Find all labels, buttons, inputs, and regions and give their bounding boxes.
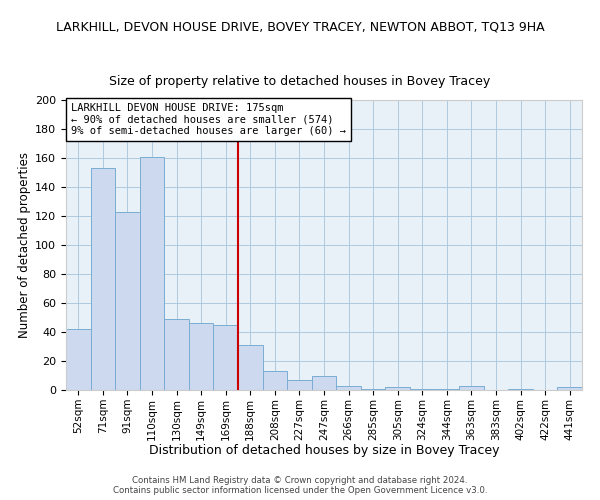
Bar [336, 386, 361, 390]
Bar [164, 319, 189, 390]
Bar [66, 329, 91, 390]
Bar [557, 387, 582, 390]
Text: Size of property relative to detached houses in Bovey Tracey: Size of property relative to detached ho… [109, 74, 491, 88]
Bar [434, 388, 459, 390]
Text: LARKHILL, DEVON HOUSE DRIVE, BOVEY TRACEY, NEWTON ABBOT, TQ13 9HA: LARKHILL, DEVON HOUSE DRIVE, BOVEY TRACE… [56, 20, 544, 33]
Text: LARKHILL DEVON HOUSE DRIVE: 175sqm
← 90% of detached houses are smaller (574)
9%: LARKHILL DEVON HOUSE DRIVE: 175sqm ← 90%… [71, 103, 346, 136]
Y-axis label: Number of detached properties: Number of detached properties [18, 152, 31, 338]
Bar [140, 156, 164, 390]
Bar [263, 371, 287, 390]
Bar [361, 388, 385, 390]
X-axis label: Distribution of detached houses by size in Bovey Tracey: Distribution of detached houses by size … [149, 444, 499, 457]
Bar [189, 324, 214, 390]
Bar [508, 388, 533, 390]
Bar [115, 212, 140, 390]
Bar [287, 380, 312, 390]
Bar [385, 387, 410, 390]
Text: Contains HM Land Registry data © Crown copyright and database right 2024.
Contai: Contains HM Land Registry data © Crown c… [113, 476, 487, 495]
Bar [214, 325, 238, 390]
Bar [312, 376, 336, 390]
Bar [410, 388, 434, 390]
Bar [238, 345, 263, 390]
Bar [459, 386, 484, 390]
Bar [91, 168, 115, 390]
